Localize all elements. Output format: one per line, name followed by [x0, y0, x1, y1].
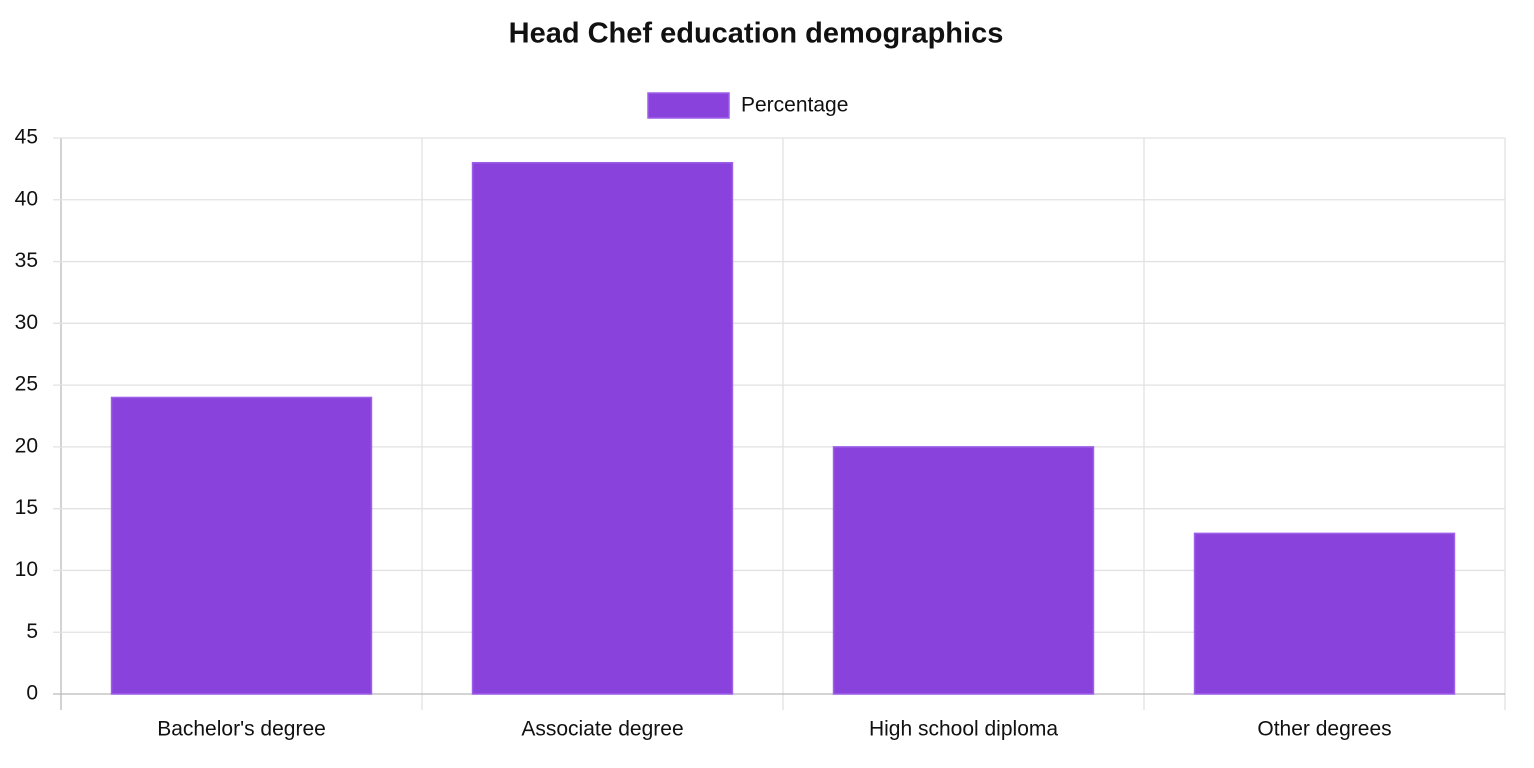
- bar: [110, 396, 373, 695]
- x-tick-label: High school diploma: [869, 718, 1058, 741]
- chart-title: Head Chef education demographics: [509, 18, 1004, 50]
- y-tick-label: 35: [15, 249, 38, 272]
- y-tick-label: 5: [26, 620, 38, 643]
- y-tick-label: 40: [15, 187, 38, 210]
- y-tick-label: 30: [15, 311, 38, 334]
- y-tick-label: 45: [15, 126, 38, 149]
- bar: [1193, 532, 1456, 695]
- y-tick-label: 15: [15, 496, 38, 519]
- x-tick-label: Bachelor's degree: [157, 718, 326, 741]
- legend-swatch: [647, 92, 730, 119]
- y-tick-label: 10: [15, 558, 38, 581]
- y-tick-label: 20: [15, 434, 38, 457]
- x-tick-label: Other degrees: [1257, 718, 1391, 741]
- bar: [471, 161, 734, 695]
- legend-label: Percentage: [741, 94, 848, 117]
- bar: [832, 446, 1095, 695]
- y-tick-label: 25: [15, 373, 38, 396]
- x-tick-label: Associate degree: [521, 718, 683, 741]
- y-tick-label: 0: [26, 682, 38, 705]
